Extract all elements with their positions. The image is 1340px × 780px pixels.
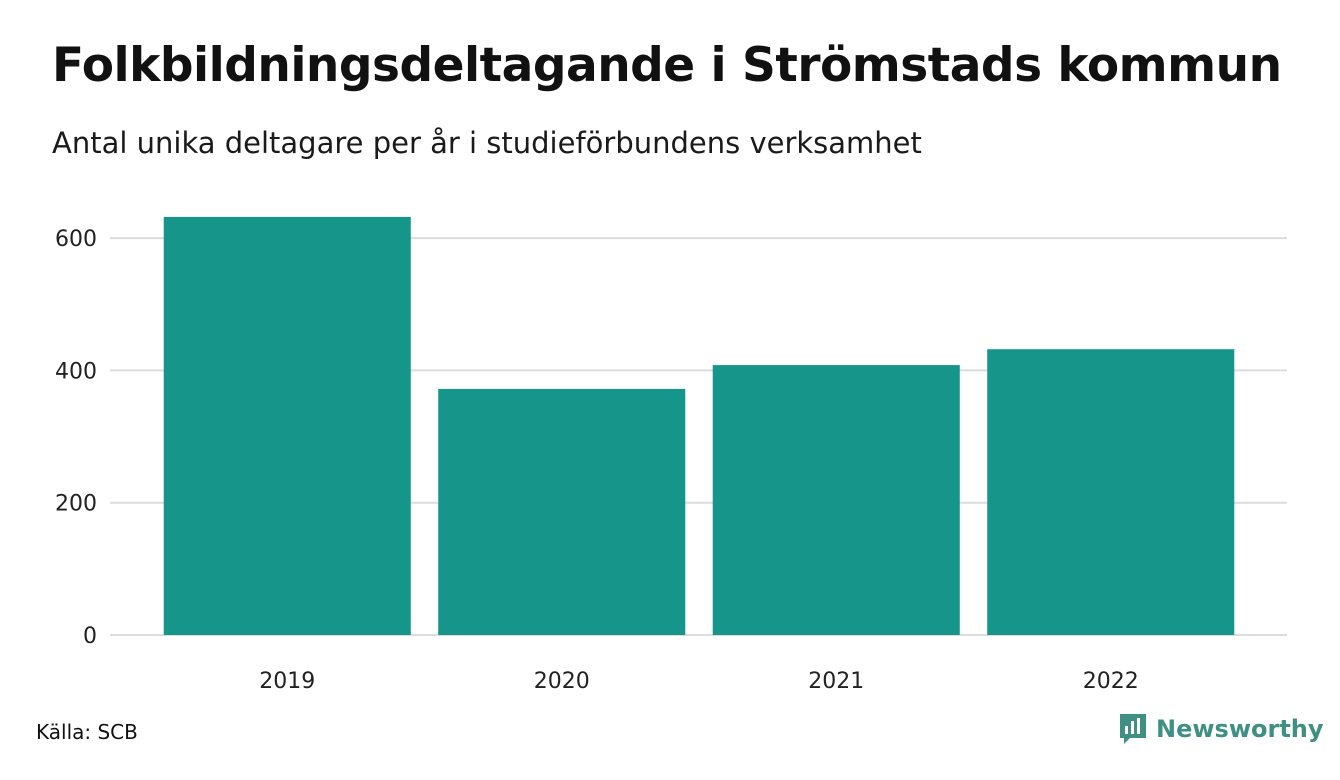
y-tick-label: 0: [83, 624, 97, 649]
y-tick-label: 400: [55, 359, 97, 384]
y-tick-label: 600: [55, 227, 97, 252]
chart-title: Folkbildningsdeltagande i Strömstads kom…: [52, 38, 1282, 93]
brand-logo: Newsworthy: [1118, 712, 1324, 746]
bar-2019: [163, 216, 411, 635]
x-tick-label: 2020: [534, 669, 590, 694]
x-tick-label: 2021: [808, 669, 864, 694]
brand-name: Newsworthy: [1156, 715, 1324, 743]
chart-subtitle: Antal unika deltagare per år i studieför…: [52, 126, 922, 160]
bar-2022: [987, 349, 1235, 635]
x-axis-ticks: 2019 2020 2021 2022: [259, 669, 1139, 694]
bars: [163, 216, 1235, 635]
bar-2020: [438, 388, 686, 635]
y-axis-ticks: 0 200 400 600: [55, 227, 97, 649]
x-tick-label: 2019: [259, 669, 315, 694]
bar-chart: 0 200 400 600 2019 2020 2021 2022: [55, 216, 1287, 694]
newsworthy-logo-icon: [1120, 714, 1146, 744]
y-tick-label: 200: [55, 492, 97, 517]
source-note: Källa: SCB: [36, 720, 138, 744]
x-tick-label: 2022: [1083, 669, 1139, 694]
bar-2021: [712, 365, 960, 635]
